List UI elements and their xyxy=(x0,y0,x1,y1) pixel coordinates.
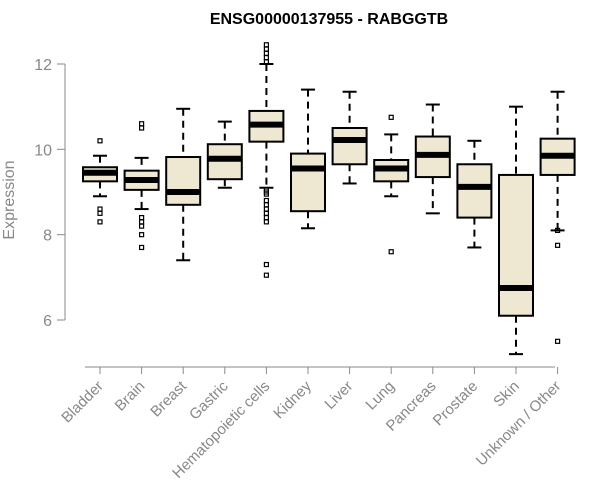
box-group xyxy=(82,138,118,225)
outlier-point xyxy=(263,261,269,268)
x-tick-label: Skin xyxy=(490,378,523,411)
outlier-point xyxy=(139,121,145,127)
y-axis-label: Expression xyxy=(1,160,18,239)
outlier-point xyxy=(263,59,269,65)
outlier-point xyxy=(97,210,103,216)
box-group xyxy=(373,114,410,255)
outlier-point xyxy=(263,54,269,61)
boxes xyxy=(82,42,576,356)
box-group xyxy=(248,42,285,278)
outlier-point xyxy=(139,215,145,221)
outlier-point xyxy=(388,249,394,255)
box-iqr xyxy=(290,152,326,213)
outlier-point xyxy=(263,219,269,225)
box-iqr xyxy=(331,127,368,166)
outlier-point xyxy=(139,223,145,229)
outlier-point xyxy=(263,272,269,278)
outlier-point xyxy=(97,138,103,144)
y-ticks: 6 8 10 12 xyxy=(34,57,65,330)
x-tick-label: Kidney xyxy=(270,377,315,422)
box-group xyxy=(498,105,534,356)
chart-title: ENSG00000137955 - RABGGTB xyxy=(210,11,448,28)
outlier-point xyxy=(263,202,269,208)
outlier-point xyxy=(139,125,145,131)
y-tick-label: 10 xyxy=(34,142,52,159)
outlier-point xyxy=(263,215,269,221)
box-group xyxy=(456,139,493,249)
x-tick-label: Liver xyxy=(321,378,356,413)
box-iqr xyxy=(165,156,202,206)
x-tick-label: Lung xyxy=(362,378,398,414)
box-group xyxy=(123,121,160,251)
outlier-point xyxy=(554,227,561,233)
outlier-point xyxy=(263,191,269,197)
x-tick-label: Prostate xyxy=(430,378,482,430)
outlier-point xyxy=(263,197,269,204)
outlier-point xyxy=(139,219,145,225)
x-tick-label: Breast xyxy=(147,377,190,420)
outlier-point xyxy=(263,46,269,52)
y-tick-label: 6 xyxy=(43,313,52,330)
x-tick-label: Bladder xyxy=(58,378,107,427)
box-group xyxy=(331,90,368,185)
outlier-point xyxy=(97,206,103,212)
y-tick-label: 12 xyxy=(34,57,52,74)
outlier-point xyxy=(263,42,269,48)
outlier-point xyxy=(97,219,103,225)
box-group xyxy=(414,103,451,215)
box-group xyxy=(165,107,202,262)
box-iqr xyxy=(456,163,493,219)
box-group xyxy=(290,88,326,230)
outlier-point xyxy=(263,50,269,56)
outlier-point xyxy=(139,244,145,251)
box-group xyxy=(539,90,576,344)
box-group xyxy=(206,120,243,189)
x-tick-label: Brain xyxy=(112,378,149,415)
outlier-point xyxy=(554,242,561,248)
outlier-point xyxy=(263,210,269,216)
outlier-point xyxy=(554,338,561,344)
box-iqr xyxy=(498,173,534,317)
outlier-point xyxy=(388,114,394,120)
outlier-point xyxy=(139,232,145,238)
y-tick-label: 8 xyxy=(43,228,52,245)
outlier-point xyxy=(263,206,269,212)
